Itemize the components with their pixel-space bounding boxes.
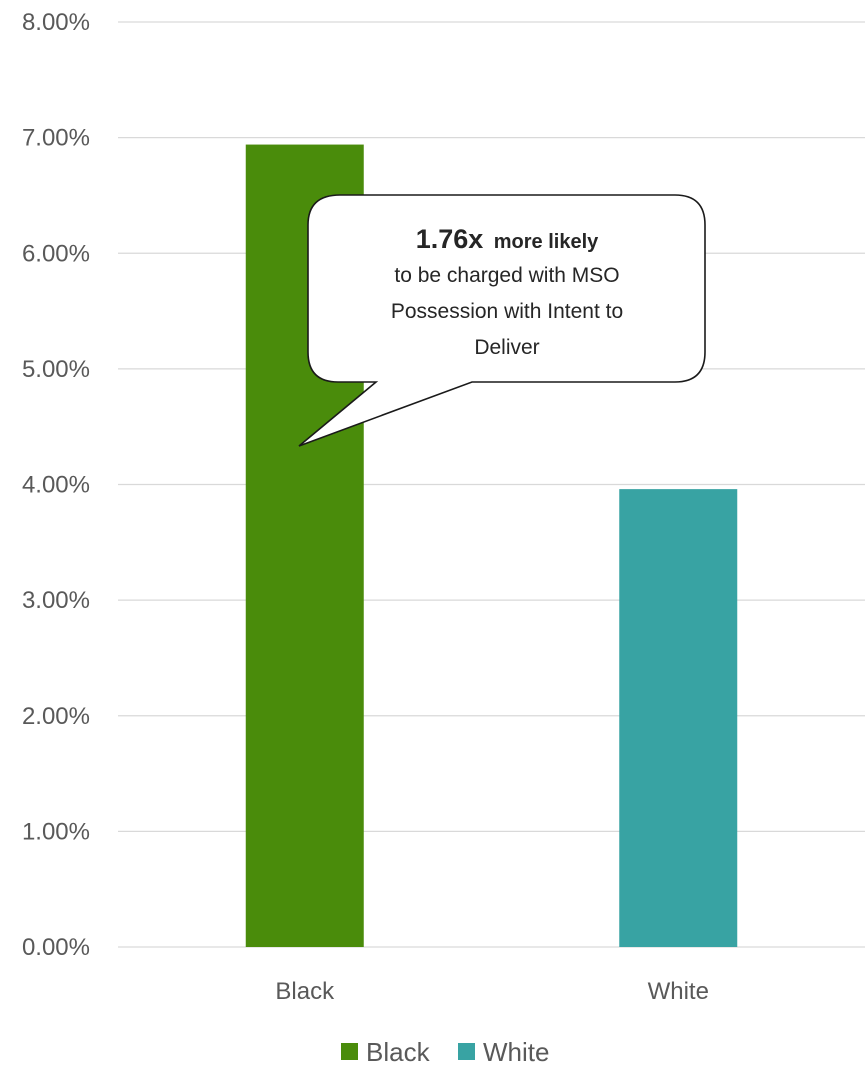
callout-strong: 1.76x xyxy=(416,224,484,254)
legend-label-black: Black xyxy=(366,1037,431,1067)
callout-annotation: 1.76x more likely to be charged with MSO… xyxy=(298,194,706,447)
y-tick-label: 8.00% xyxy=(22,9,90,36)
callout-line-1: to be charged with MSO xyxy=(394,264,619,287)
legend-swatch-white xyxy=(458,1043,475,1060)
bar-white xyxy=(619,489,738,947)
callout-line-3: Deliver xyxy=(474,336,539,359)
y-tick-label: 0.00% xyxy=(22,934,90,961)
legend-label-white: White xyxy=(483,1037,549,1067)
x-tick-label: Black xyxy=(275,978,335,1005)
callout-headline: 1.76x more likely xyxy=(416,224,599,254)
callout-bold-rest: more likely xyxy=(494,231,599,253)
y-tick-label: 5.00% xyxy=(22,356,90,383)
y-tick-label: 1.00% xyxy=(22,818,90,845)
legend-swatch-black xyxy=(341,1043,358,1060)
callout-bubble xyxy=(298,194,706,447)
y-tick-label: 6.00% xyxy=(22,240,90,267)
y-tick-label: 2.00% xyxy=(22,703,90,730)
legend: Black White xyxy=(341,1037,549,1067)
y-tick-label: 7.00% xyxy=(22,125,90,152)
gridlines xyxy=(118,21,865,948)
y-tick-label: 4.00% xyxy=(22,472,90,499)
callout-line-2: Possession with Intent to xyxy=(391,300,623,323)
x-axis: Black White xyxy=(275,978,709,1005)
x-tick-label: White xyxy=(648,978,709,1005)
y-axis: 0.00% 1.00% 2.00% 3.00% 4.00% 5.00% 6.00% 7.00%… xyxy=(22,9,90,961)
y-tick-label: 3.00% xyxy=(22,587,90,614)
